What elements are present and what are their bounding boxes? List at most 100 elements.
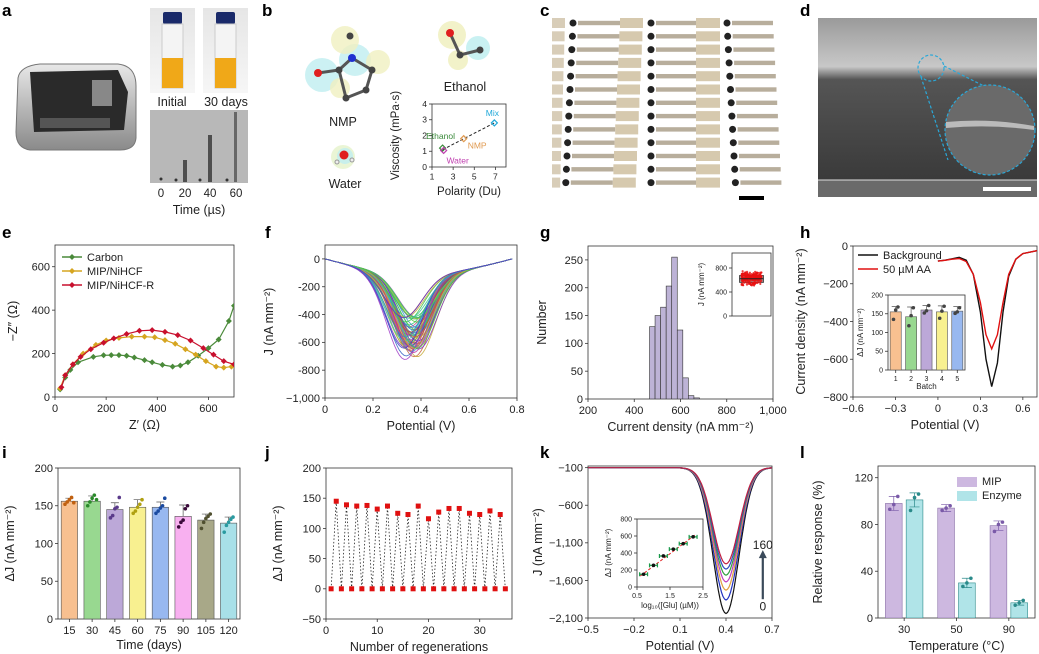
panel-label: f: [265, 223, 271, 242]
data-point: [328, 586, 334, 592]
data-point: [741, 272, 744, 275]
data-point: [343, 502, 349, 508]
data-point: [140, 497, 144, 502]
point-label: Mix: [486, 108, 500, 118]
x-tick-label: 400: [148, 403, 166, 415]
plot-marks: [639, 534, 698, 577]
data-point: [182, 346, 189, 353]
y-tick-label: 1: [422, 146, 427, 156]
data-point: [944, 506, 948, 510]
legend-marker: [69, 282, 75, 288]
panel-label: a: [2, 1, 12, 20]
bar: [889, 311, 902, 370]
data-point: [94, 497, 99, 502]
histogram-bar: [671, 256, 678, 399]
plot-marks: [739, 270, 764, 287]
data-point: [937, 316, 942, 321]
data-point: [210, 351, 217, 358]
y-tick-label: 400: [32, 305, 50, 317]
scale-bar: [739, 196, 764, 200]
bar: [905, 316, 917, 370]
data-point: [110, 513, 115, 518]
chart-g-inset: 0 400 800 J (nA mm⁻²): [697, 252, 772, 320]
panel-label: b: [262, 1, 272, 20]
x-tick-label: 400: [625, 405, 643, 417]
y-axis-label: J (nA mm⁻²): [697, 263, 706, 307]
data-point: [123, 331, 130, 338]
data-point: [996, 522, 1001, 527]
data-point: [100, 339, 107, 346]
data-point: [162, 496, 167, 501]
vial-photo-initial: [150, 8, 195, 93]
y-tick-label: −1,600: [549, 575, 583, 587]
data-point: [755, 271, 758, 274]
bar: [905, 499, 924, 618]
y-tick-label: 200: [35, 463, 53, 475]
x-tick-label: 1: [894, 376, 898, 383]
y-tick-label: -600: [298, 337, 320, 349]
data-point: [746, 272, 749, 276]
y-tick-label: 200: [620, 567, 632, 574]
y-tick-label: −600: [823, 354, 848, 366]
plot-marks: [937, 250, 1037, 387]
x-tick-label: 5: [472, 172, 477, 182]
y-tick-label: 0: [867, 613, 873, 625]
y-tick-label: 400: [715, 289, 727, 296]
data-point: [136, 327, 143, 334]
x-tick-label: 0.6: [461, 404, 476, 416]
data-point: [750, 284, 753, 287]
plot-marks: [325, 258, 513, 360]
data-point: [135, 505, 140, 510]
histogram-bar: [665, 285, 673, 399]
y-tick-label: 150: [303, 493, 321, 505]
y-tick-label: 600: [32, 262, 50, 274]
y-tick-label: 0: [723, 313, 727, 320]
data-point: [753, 275, 756, 278]
y-axis-label: −Z″ (Ω): [6, 301, 20, 342]
bar: [106, 509, 124, 619]
data-point: [887, 507, 892, 512]
data-point: [753, 283, 756, 286]
y-tick-label: 150: [871, 311, 883, 318]
x-tick-label: 0.4: [718, 624, 733, 636]
panel-label: d: [800, 1, 810, 20]
data-point: [740, 274, 743, 278]
y-axis-label: ΔJ (nA mm⁻²): [604, 528, 613, 577]
y-tick-label: 0: [422, 162, 427, 172]
y-tick-label: -800: [298, 365, 320, 377]
x-tick-label: 0.8: [509, 404, 524, 416]
data-point: [187, 337, 194, 344]
bar: [989, 525, 1008, 618]
data-point: [746, 281, 749, 284]
y-axis-label: J (nA mm⁻²): [531, 508, 545, 576]
data-point: [459, 134, 468, 143]
data-point: [369, 586, 375, 592]
data-point: [436, 509, 442, 515]
y-tick-label: 150: [35, 501, 53, 513]
data-point: [231, 302, 234, 309]
data-point: [651, 563, 656, 568]
y-tick-label: 200: [565, 283, 583, 295]
data-point: [225, 318, 232, 324]
histogram-bar: [676, 329, 684, 399]
data-point: [115, 352, 122, 359]
y-tick-label: 600: [620, 533, 632, 540]
data-point: [957, 305, 962, 310]
x-tick-label: 20: [422, 625, 434, 637]
y-tick-label: −200: [823, 279, 848, 291]
data-point: [63, 502, 67, 507]
droplet-image: [150, 110, 248, 183]
data-point: [131, 354, 138, 361]
data-point: [747, 275, 750, 278]
scale-bar: [983, 187, 1031, 191]
data-point: [160, 503, 165, 508]
x-axis-label: Potential (V): [646, 639, 715, 653]
panel-labels: a b c d e f g h i j k l: [2, 1, 810, 462]
data-point: [181, 518, 185, 522]
y-tick-label: -400: [298, 309, 320, 321]
y-tick-label: 80: [861, 519, 873, 531]
legend-label: MIP: [982, 476, 1002, 488]
time-tick: 20: [179, 188, 192, 200]
